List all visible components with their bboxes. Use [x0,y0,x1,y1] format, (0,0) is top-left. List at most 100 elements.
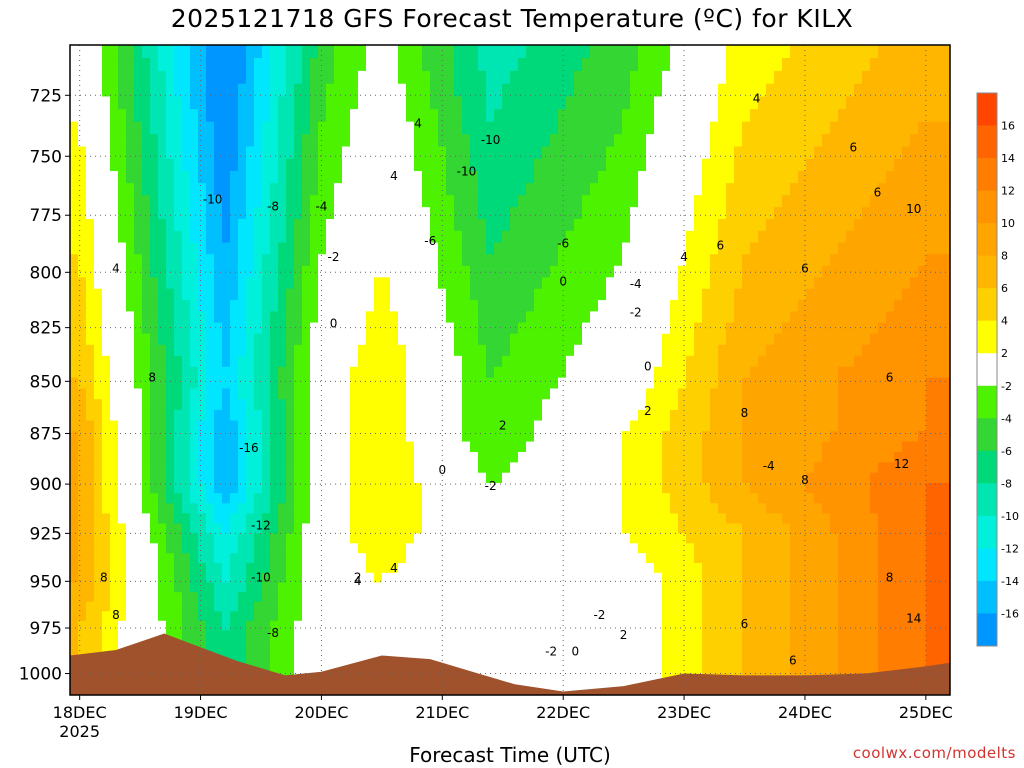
temp-cell [534,219,543,232]
temp-cell [598,582,607,593]
temp-cell [78,109,87,123]
temp-cell [694,170,703,184]
temp-cell [270,322,279,335]
temp-cell [110,230,119,244]
temp-cell [126,377,135,389]
temp-cell [582,592,591,603]
temp-cell [726,409,735,422]
temp-cell [262,288,271,301]
temp-cell [614,431,623,443]
temp-cell [614,533,623,544]
temp-cell [422,70,431,85]
temp-cell [678,207,687,220]
temp-cell [558,620,567,631]
temp-cell [686,409,695,422]
temp-cell [486,582,495,593]
temp-cell [358,611,367,622]
temp-cell [206,121,215,135]
temp-cell [158,523,167,534]
temp-cell [78,311,87,324]
temp-cell [198,533,207,544]
temp-cell [262,639,271,650]
temp-cell [398,399,407,411]
temp-cell [478,648,487,659]
temp-cell [126,533,135,544]
temp-cell [70,322,79,335]
temp-cell [198,333,207,346]
temp-cell [638,96,647,110]
temp-cell [326,96,335,110]
temp-cell [262,45,271,59]
temp-cell [646,493,655,504]
temp-cell [382,420,391,432]
temp-cell [206,377,215,389]
temp-cell [638,601,647,612]
temp-cell [222,277,231,290]
temp-cell [326,399,335,411]
temp-cell [166,620,175,631]
temp-cell [494,388,503,400]
temp-cell [454,158,463,172]
temp-cell [670,533,679,544]
temp-cell [286,230,295,244]
temp-cell [310,523,319,534]
temp-cell [382,388,391,400]
temp-cell [238,553,247,564]
temp-cell [398,333,407,346]
temp-cell [382,311,391,324]
temp-cell [278,543,287,554]
temp-cell [302,183,311,196]
temp-cell [542,639,551,650]
temp-cell [470,121,479,135]
temp-cell [398,70,407,85]
temp-cell [606,582,615,593]
temp-cell [150,493,159,504]
temp-cell [630,409,639,422]
temp-cell [126,582,135,593]
temp-cell [198,462,207,474]
temp-cell [350,170,359,184]
temp-cell [614,543,623,554]
temp-cell [622,254,631,267]
temp-cell [630,441,639,453]
temp-cell [70,409,79,422]
temp-cell [494,366,503,379]
temp-cell [278,420,287,432]
temp-cell [438,648,447,659]
temp-cell [278,45,287,59]
temp-cell [110,472,119,484]
temp-cell [214,441,223,453]
temp-cell [518,146,527,160]
temp-cell [438,562,447,574]
temp-cell [78,592,87,603]
temp-cell [462,109,471,123]
temp-cell [230,96,239,110]
temp-cell [478,322,487,335]
temp-cell [118,482,127,494]
temp-cell [662,592,671,603]
temp-cell [102,388,111,400]
temp-cell [478,420,487,432]
temp-cell [398,45,407,59]
temp-cell [126,409,135,422]
temp-cell [286,377,295,389]
temp-cell [446,322,455,335]
temp-cell [470,333,479,346]
temp-cell [166,109,175,123]
temp-cell [494,533,503,544]
temp-cell [94,482,103,494]
temp-cell [582,409,591,422]
temp-cell [230,493,239,504]
temp-cell [318,219,327,232]
temp-cell [526,523,535,534]
temp-cell [278,300,287,312]
temp-cell [710,195,719,208]
temp-cell [190,572,199,583]
temp-cell [94,121,103,135]
temp-cell [94,355,103,368]
temp-cell [206,288,215,301]
temp-cell [350,399,359,411]
temp-cell [550,183,559,196]
temp-cell [582,333,591,346]
temp-cell [206,45,215,59]
